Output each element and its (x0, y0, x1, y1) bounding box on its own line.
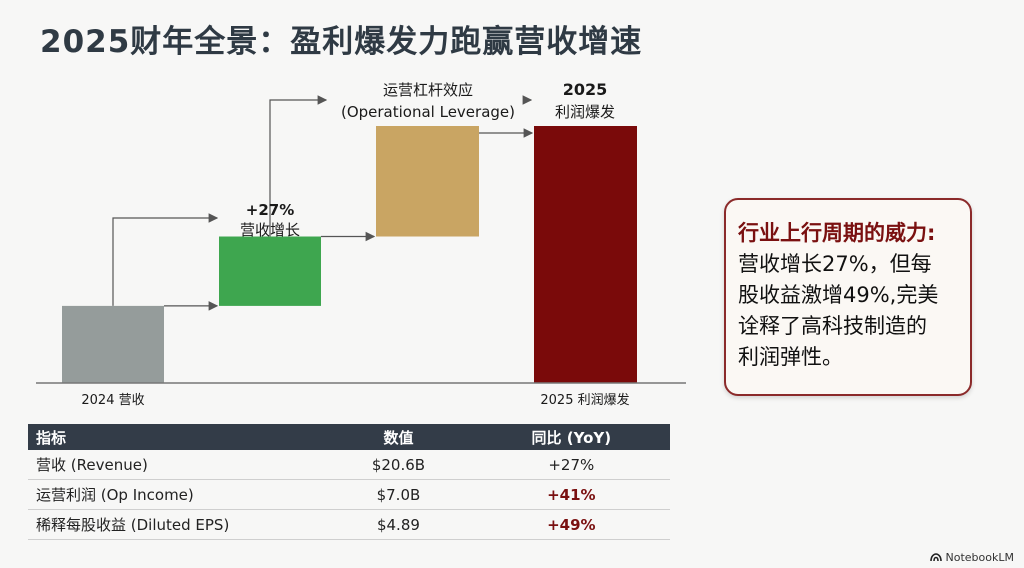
table-row: 运营利润 (Op Income) $7.0B +41% (28, 479, 670, 510)
insight-callout: 行业上行周期的威力: 营收增长27%，但每 股收益激增49%,完美 诠释了高科技… (724, 198, 972, 396)
metric-name: 稀释每股收益 (Diluted EPS) (28, 509, 325, 540)
notebooklm-logo-icon (929, 553, 942, 562)
metric-value: $4.89 (324, 509, 473, 540)
table-header-row: 指标 数值 同比 (YoY) (28, 424, 670, 450)
connector-arrow (112, 213, 219, 306)
callout-line: 诠释了高科技制造的 (738, 314, 927, 338)
callout-line: 股收益激增49%,完美 (738, 283, 939, 307)
brand-name: NotebookLM (945, 551, 1014, 564)
x-tick-label-2025: 2025 利润爆发 (540, 392, 629, 408)
callout-line: 营收增长27%，但每 (738, 252, 932, 276)
bar-base (62, 305, 164, 383)
metric-yoy: +41% (472, 479, 670, 510)
profit-label: 利润爆发 (555, 103, 615, 121)
metric-value: $20.6B (324, 450, 473, 480)
connector-arrow (269, 95, 328, 237)
growth-label: 营收增长 (240, 221, 300, 239)
metric-name: 运营利润 (Op Income) (28, 479, 325, 510)
table-row: 稀释每股收益 (Diluted EPS) $4.89 +49% (28, 509, 670, 540)
growth-pct-label: +27% (246, 201, 294, 219)
leverage-label-en: (Operational Leverage) (341, 103, 515, 121)
x-tick-label-2024: 2024 营收 (81, 393, 144, 408)
bar-growth (219, 236, 321, 306)
bar-leverage (376, 126, 479, 237)
waterfall-chart: +27% 营收增长 运营杠杆效应 (Operational Leverage) … (36, 80, 686, 408)
page-title: 2025财年全景：盈利爆发力跑赢营收增速 (40, 24, 643, 60)
column-header-metric: 指标 (28, 424, 325, 450)
leverage-label-cn: 运营杠杆效应 (383, 81, 473, 99)
metric-yoy: +49% (472, 509, 670, 540)
callout-line: 利润弹性。 (738, 345, 843, 369)
brand-watermark: NotebookLM (929, 551, 1014, 564)
metric-name: 营收 (Revenue) (28, 450, 325, 480)
table-row: 营收 (Revenue) $20.6B +27% (28, 450, 670, 480)
metrics-table: 指标 数值 同比 (YoY) 营收 (Revenue) $20.6B +27% … (28, 424, 670, 540)
callout-body: 营收增长27%，但每 股收益激增49%,完美 诠释了高科技制造的 利润弹性。 (738, 249, 960, 373)
metric-yoy: +27% (472, 450, 670, 480)
column-header-value: 数值 (324, 424, 473, 450)
callout-heading: 行业上行周期的威力: (738, 221, 936, 245)
metric-value: $7.0B (324, 479, 473, 510)
column-header-yoy: 同比 (YoY) (472, 424, 670, 450)
bar-profit (534, 126, 637, 383)
profit-year-label: 2025 (563, 80, 608, 99)
